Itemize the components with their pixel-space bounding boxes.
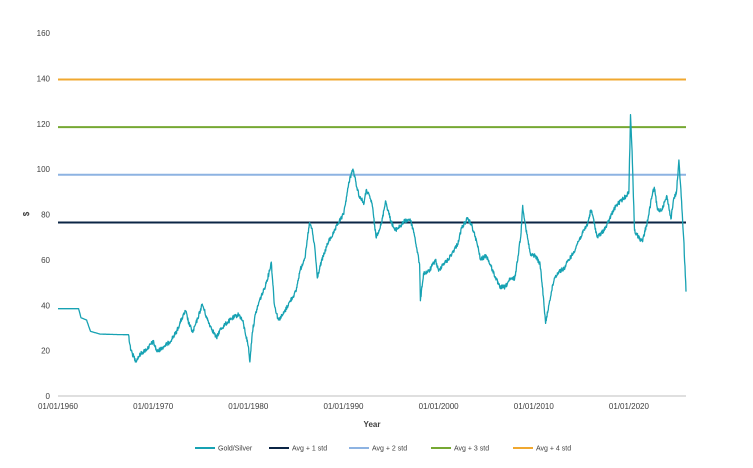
x-tick-label: 01/01/1960: [38, 402, 79, 411]
y-tick-label: 40: [41, 301, 50, 310]
legend-label: Avg + 4 std: [536, 446, 571, 453]
x-tick-label: 01/01/1970: [133, 402, 174, 411]
y-tick-label: 100: [37, 165, 51, 174]
legend-item: Avg + 1 std: [269, 446, 327, 453]
series-lines: [57, 114, 687, 363]
y-tick-label: 140: [37, 74, 51, 83]
y-tick-label: 60: [41, 256, 50, 265]
y-tick-label: 80: [41, 211, 50, 220]
legend: Gold/Silver Avg + 1 std Avg + 2 std Avg + 3…: [195, 446, 571, 453]
legend-item: Gold/Silver: [195, 446, 253, 453]
reference-lines: [58, 78, 686, 224]
legend-label: Avg + 2 std: [372, 446, 407, 453]
legend-label: Gold/Silver: [218, 446, 253, 453]
y-axis-ticks: 0 20 40 60 80 100 120 140 160: [37, 29, 51, 401]
x-tick-label: 01/01/1990: [323, 402, 364, 411]
y-tick-label: 0: [46, 392, 51, 401]
legend-item: Avg + 2 std: [349, 446, 407, 453]
x-axis-title: Year: [364, 420, 381, 429]
legend-label: Avg + 1 std: [292, 446, 327, 453]
y-tick-label: 20: [41, 347, 50, 356]
x-tick-label: 01/01/1980: [228, 402, 269, 411]
y-tick-label: 120: [37, 120, 51, 129]
y-axis-title: $: [22, 211, 31, 216]
x-tick-label: 01/01/2010: [514, 402, 555, 411]
x-tick-label: 01/01/2020: [609, 402, 650, 411]
x-tick-label: 01/01/2000: [419, 402, 460, 411]
legend-item: Avg + 4 std: [513, 446, 571, 453]
x-axis-ticks: 01/01/1960 01/01/1970 01/01/1980 01/01/1990…: [38, 402, 650, 411]
series-line-gold-silver: [57, 114, 687, 363]
legend-label: Avg + 3 std: [454, 446, 489, 453]
y-tick-label: 160: [37, 29, 51, 38]
legend-item: Avg + 3 std: [431, 446, 489, 453]
